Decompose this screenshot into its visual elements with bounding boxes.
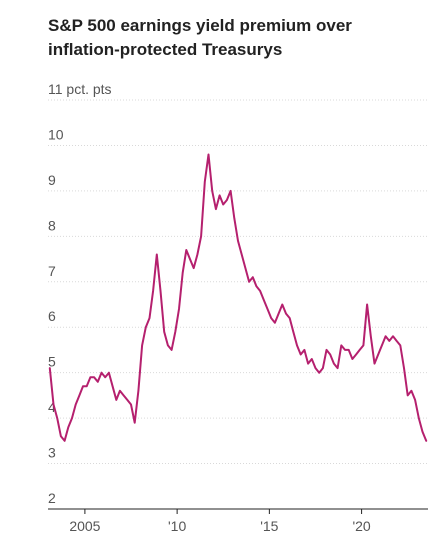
series-layer [48, 153, 428, 442]
x-tick-label: '15 [260, 518, 278, 534]
y-tick-label: 7 [48, 263, 56, 279]
y-tick-label: 10 [48, 126, 64, 142]
y-tick-label: 5 [48, 354, 56, 370]
y-tick-label: 4 [48, 399, 56, 415]
y-tick-label: 11 pct. pts [48, 81, 112, 97]
y-tick-label: 9 [48, 172, 56, 188]
y-tick-label: 8 [48, 217, 56, 233]
y-tick-label: 2 [48, 490, 56, 506]
x-tick-label: '10 [168, 518, 186, 534]
data-line [48, 153, 428, 442]
y-tick-label: 6 [48, 308, 56, 324]
chart-title: S&P 500 earnings yield premium over infl… [48, 16, 352, 59]
x-tick-label: 2005 [69, 518, 100, 534]
y-axis-labels: 11 pct. pts 10 9 8 7 6 5 4 3 2 [48, 81, 112, 506]
x-axis: 2005 '10 '15 '20 [48, 508, 428, 534]
x-tick-label: '20 [352, 518, 370, 534]
grid-layer [48, 99, 428, 465]
y-tick-label: 3 [48, 445, 56, 461]
